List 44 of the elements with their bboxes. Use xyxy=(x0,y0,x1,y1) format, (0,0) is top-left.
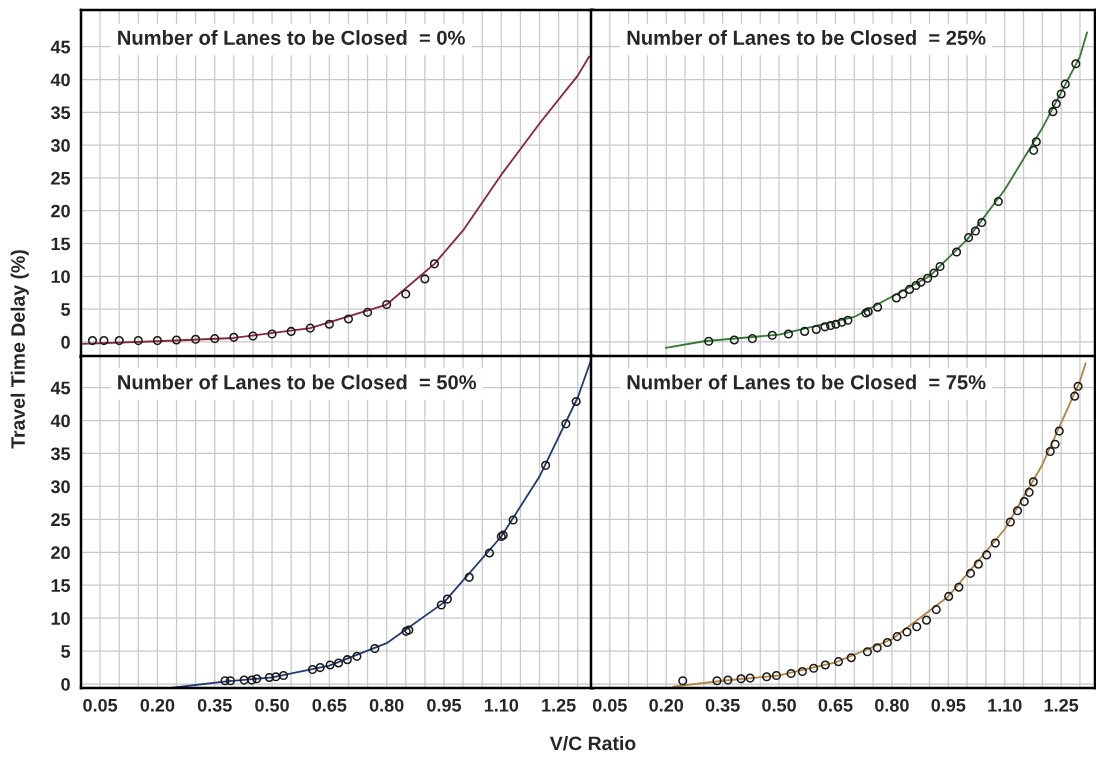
x-tick-label: 0.65 xyxy=(818,698,853,712)
text: Number of Lanes to be Closed = 75% xyxy=(627,374,986,390)
x-tick-label: 1.10 xyxy=(484,698,519,712)
y-tick-label: 20 xyxy=(51,546,70,560)
x-tick-label: 0.20 xyxy=(649,698,684,712)
y-tick-label: 40 xyxy=(50,73,70,87)
x-tick-label: 0.80 xyxy=(875,698,909,712)
x-tick-label: 0.95 xyxy=(931,698,966,712)
x-tick-label: 0.35 xyxy=(705,698,740,712)
x-tick-label: 0.80 xyxy=(369,698,404,712)
y-tick-label: 15 xyxy=(51,579,71,592)
x-tick-label: 0.65 xyxy=(312,698,347,712)
x-tick-label: 0.50 xyxy=(762,698,796,712)
x-tick-label: 0.05 xyxy=(83,698,118,712)
x-tick-label: 0.35 xyxy=(197,698,232,712)
y-tick-label: 10 xyxy=(51,612,70,625)
text: Number of Lanes to be Closed = 0% xyxy=(118,30,465,45)
y-tick-label: 45 xyxy=(50,40,71,54)
x-tick-label: 1.25 xyxy=(1044,698,1079,712)
y-tick-label: 5 xyxy=(61,303,71,316)
y-tick-label: 0 xyxy=(61,335,70,349)
y-tick-label: 35 xyxy=(50,106,71,120)
y-tick-label: 15 xyxy=(51,237,71,251)
y-tick-label: 10 xyxy=(51,270,70,284)
x-tick-label: 0.95 xyxy=(427,698,462,712)
x-tick-label: 0.50 xyxy=(255,698,289,712)
text: Number of Lanes to be Closed = 50% xyxy=(118,374,477,390)
x-tick-label: 0.05 xyxy=(592,698,627,712)
y-axis-title: Travel Time Delay (%) xyxy=(10,250,29,449)
text: Number of Lanes to be Closed = 25% xyxy=(627,30,986,45)
y-tick-label: 0 xyxy=(61,677,70,691)
x-tick-label: 1.10 xyxy=(988,698,1022,712)
x-tick-label: 0.20 xyxy=(140,698,175,712)
x-tick-label: 1.25 xyxy=(542,698,576,712)
y-tick-label: 25 xyxy=(51,513,71,527)
y-tick-label: 5 xyxy=(61,645,71,658)
y-tick-label: 35 xyxy=(50,447,71,461)
y-tick-label: 30 xyxy=(50,139,70,152)
y-tick-label: 20 xyxy=(51,204,70,218)
y-tick-label: 45 xyxy=(50,381,71,395)
y-tick-label: 40 xyxy=(50,414,70,428)
y-tick-label: 25 xyxy=(51,171,71,185)
x-axis-title: V/C Ratio xyxy=(549,735,636,751)
y-tick-label: 30 xyxy=(50,480,70,494)
